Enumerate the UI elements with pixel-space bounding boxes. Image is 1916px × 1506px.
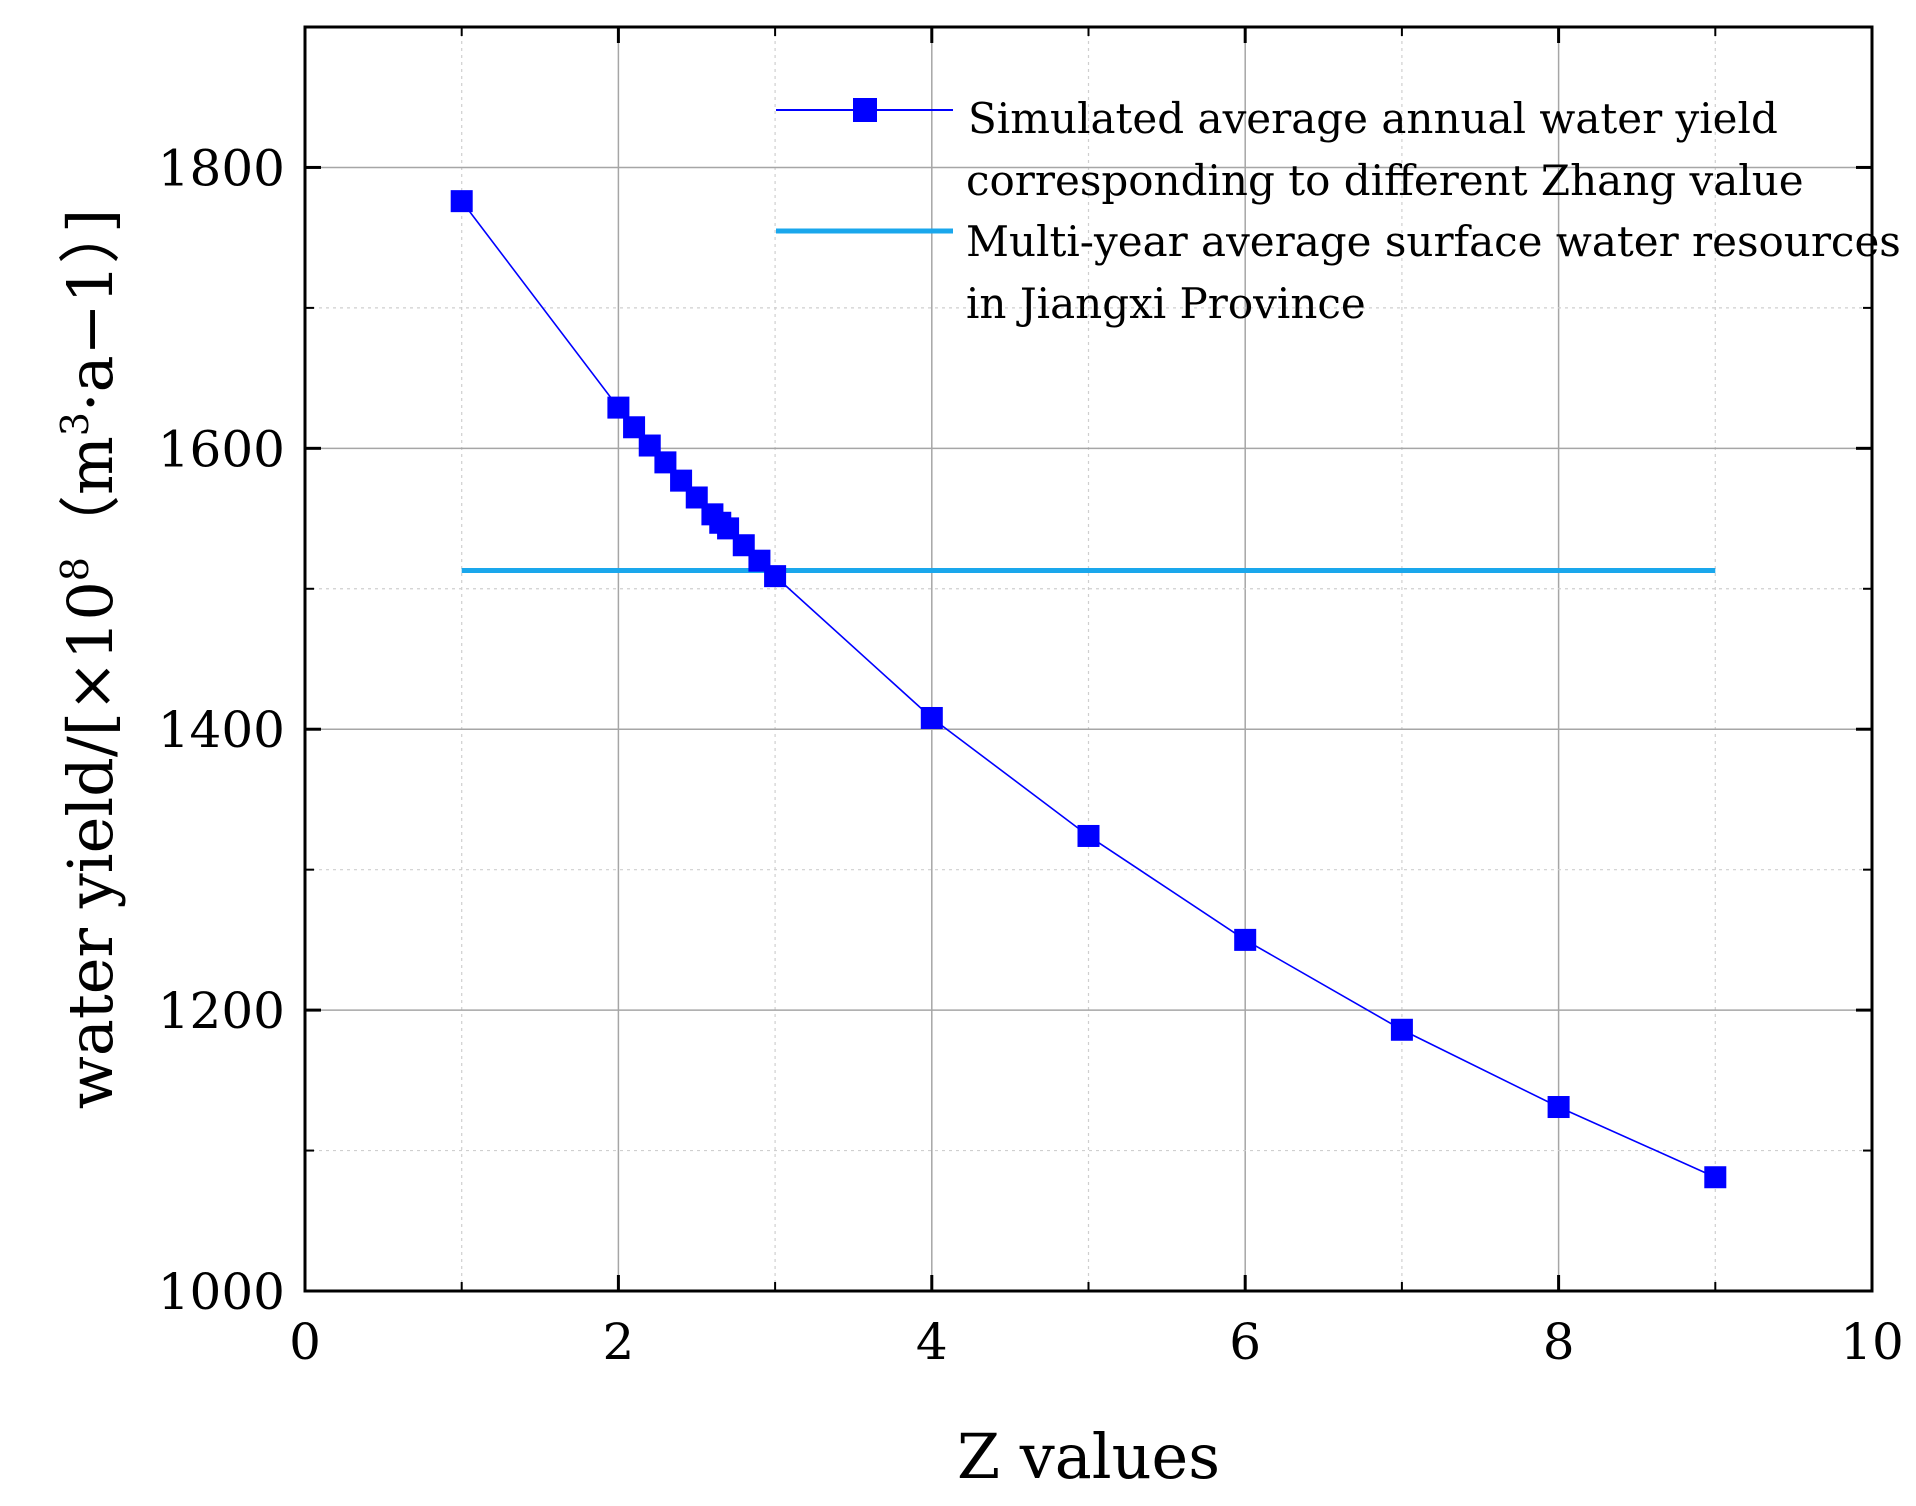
legend: Simulated average annual water yield cor… xyxy=(776,94,1901,328)
legend-label-simulated-line1: Simulated average annual water yield xyxy=(968,94,1778,143)
legend-label-simulated-line2: corresponding to different Zhang value xyxy=(966,156,1804,205)
y-axis-title-unit-end: ·a−1）] xyxy=(54,209,127,412)
x-tick-label: 6 xyxy=(1229,1313,1261,1371)
simulated-water-yield-point xyxy=(920,706,943,729)
simulated-water-yield-point xyxy=(1390,1018,1413,1041)
x-tick-label: 0 xyxy=(289,1313,321,1371)
x-tick-label: 2 xyxy=(602,1313,634,1371)
y-tick-label: 1200 xyxy=(158,982,285,1040)
simulated-water-yield-point xyxy=(685,486,708,509)
y-axis-title-unit-exponent: 3 xyxy=(53,412,97,436)
simulated-water-yield-point xyxy=(1547,1096,1570,1119)
simulated-water-yield-point xyxy=(717,517,740,540)
legend-label-surface-water-line2: in Jiangxi Province xyxy=(966,279,1366,328)
x-tick-label: 4 xyxy=(916,1313,948,1371)
simulated-water-yield-point xyxy=(1704,1166,1727,1189)
y-tick-label: 1800 xyxy=(158,139,285,197)
legend-marker-simulated xyxy=(853,98,877,122)
y-tick-label: 1400 xyxy=(158,701,285,759)
simulated-water-yield-point xyxy=(1234,928,1257,951)
simulated-water-yield-point xyxy=(607,396,630,419)
grid-lines xyxy=(305,27,1872,1291)
y-axis-title: water yield/[×108（m3·a−1）] xyxy=(53,209,127,1109)
simulated-water-yield-point xyxy=(654,451,677,474)
simulated-water-yield-point xyxy=(764,565,787,588)
simulated-water-yield-point xyxy=(1077,824,1100,847)
y-axis-title-exponent: 8 xyxy=(53,557,97,581)
simulated-water-yield-point xyxy=(638,434,661,457)
legend-label-surface-water-line1: Multi-year average surface water resourc… xyxy=(966,217,1901,266)
simulated-water-yield-point xyxy=(670,469,693,492)
y-axis-title-base: water yield/[×10 xyxy=(54,581,127,1109)
x-axis-title: Z values xyxy=(957,1420,1220,1493)
series-layer xyxy=(450,190,1727,1189)
x-tick-label: 10 xyxy=(1840,1313,1904,1371)
simulated-water-yield-point xyxy=(623,416,646,439)
y-tick-label: 1000 xyxy=(158,1263,285,1321)
simulated-water-yield-point xyxy=(450,190,473,213)
y-tick-label: 1600 xyxy=(158,420,285,478)
y-axis-title-unit: （m xyxy=(54,436,127,557)
axis-ticks: 0 2 4 6 8 10 1000 1200 1400 1600 1800 xyxy=(158,27,1904,1371)
x-tick-label: 8 xyxy=(1543,1313,1575,1371)
